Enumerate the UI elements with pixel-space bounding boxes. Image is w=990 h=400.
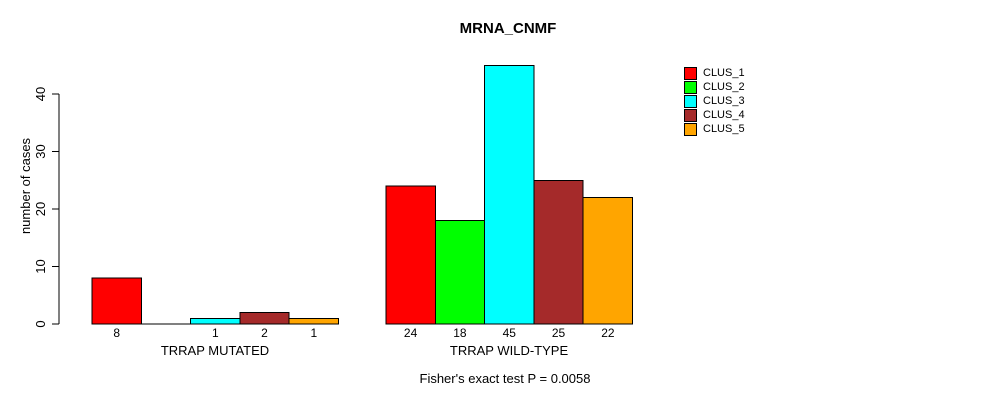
legend-item-clus-2: CLUS_2 (684, 80, 745, 94)
legend-label-clus-3: CLUS_3 (703, 95, 745, 107)
bar-value-label-trrap-wild-type-clus-5: 22 (601, 326, 615, 340)
y-tick-label-40: 40 (33, 87, 48, 101)
bar-value-label-trrap-mutated-clus-4: 2 (261, 326, 268, 340)
y-axis-ticks: 0 10 20 30 40 (33, 87, 59, 328)
category-label-trrap-wild-type: TRRAP WILD-TYPE (450, 343, 569, 358)
bar-labels-group: 8 1 2 1 24 18 45 25 22 (113, 326, 615, 340)
y-tick-label-20: 20 (33, 202, 48, 216)
bar-value-label-trrap-wild-type-clus-1: 24 (404, 326, 418, 340)
legend: CLUS_1 CLUS_2 CLUS_3 CLUS_4 CLUS_5 (684, 66, 745, 136)
legend-swatch-clus-3 (684, 94, 697, 108)
legend-label-clus-1: CLUS_1 (703, 67, 745, 79)
legend-swatch-clus-1 (684, 66, 697, 80)
bar-value-label-trrap-wild-type-clus-4: 25 (552, 326, 566, 340)
bar-trrap-mutated-clus-4 (239, 312, 290, 325)
legend-item-clus-5: CLUS_5 (684, 122, 745, 136)
bar-trrap-wild-type-clus-4 (533, 179, 584, 325)
bar-trrap-mutated-clus-1 (91, 277, 142, 325)
y-tick-label-30: 30 (33, 144, 48, 158)
legend-label-clus-4: CLUS_4 (703, 109, 745, 121)
legend-label-clus-2: CLUS_2 (703, 81, 745, 93)
bars-group (91, 64, 634, 325)
bar-trrap-mutated-clus-3 (190, 317, 241, 325)
legend-swatch-clus-2 (684, 80, 697, 94)
legend-swatch-clus-5 (684, 122, 697, 136)
bar-value-label-trrap-mutated-clus-5: 1 (310, 326, 317, 340)
fisher-test-annotation: Fisher's exact test P = 0.0058 (420, 371, 591, 386)
y-tick-label-10: 10 (33, 259, 48, 273)
bar-trrap-wild-type-clus-2 (434, 220, 486, 325)
category-label-trrap-mutated: TRRAP MUTATED (161, 343, 269, 358)
legend-label-clus-5: CLUS_5 (703, 123, 745, 135)
bar-trrap-wild-type-clus-5 (582, 197, 634, 325)
bar-value-label-trrap-wild-type-clus-2: 18 (453, 326, 467, 340)
legend-swatch-clus-4 (684, 108, 697, 122)
bar-trrap-wild-type-clus-1 (385, 185, 436, 325)
legend-item-clus-4: CLUS_4 (684, 108, 745, 122)
chart-title: MRNA_CNMF (460, 20, 557, 37)
bar-value-label-trrap-wild-type-clus-3: 45 (503, 326, 517, 340)
bar-trrap-mutated-clus-5 (288, 317, 340, 325)
bar-value-label-trrap-mutated-clus-3: 1 (212, 326, 219, 340)
legend-item-clus-3: CLUS_3 (684, 94, 745, 108)
y-tick-label-0: 0 (33, 320, 48, 327)
bar-value-label-trrap-mutated-clus-1: 8 (113, 326, 120, 340)
y-axis-label: number of cases (18, 137, 33, 234)
bar-trrap-wild-type-clus-3 (484, 64, 535, 325)
legend-item-clus-1: CLUS_1 (684, 66, 745, 80)
